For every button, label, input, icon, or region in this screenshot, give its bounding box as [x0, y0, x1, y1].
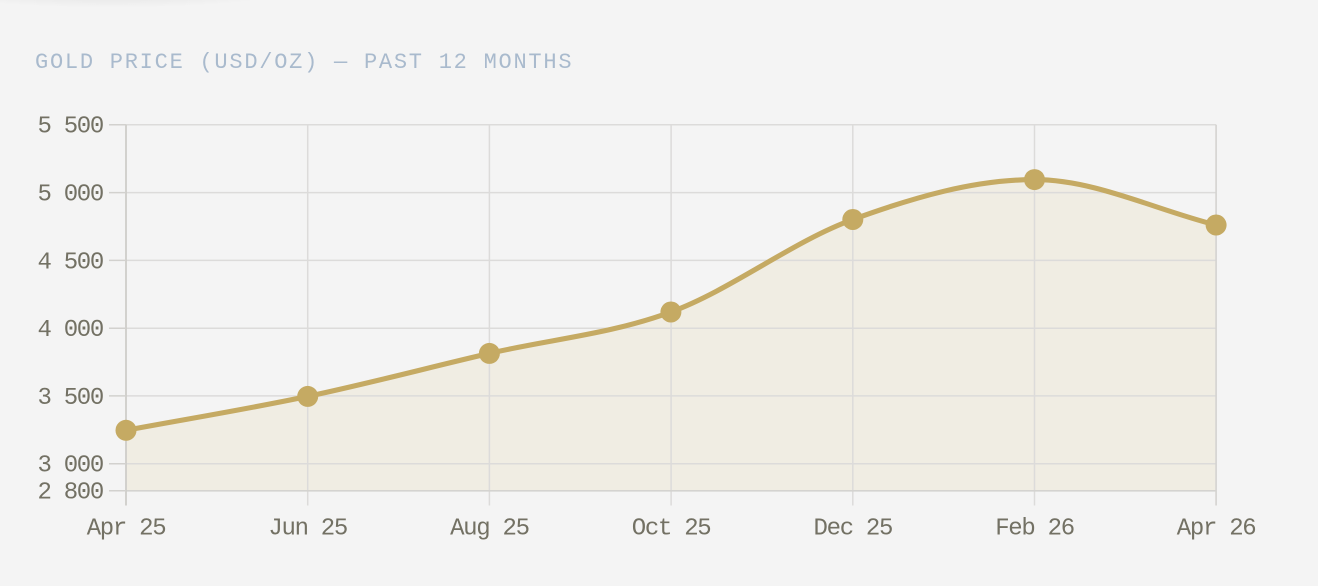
- svg-text:Apr 26: Apr 26: [1177, 516, 1256, 543]
- svg-text:3 500: 3 500: [37, 385, 103, 412]
- svg-text:Apr 25: Apr 25: [87, 516, 166, 543]
- svg-text:4 500: 4 500: [37, 249, 103, 276]
- svg-text:5 500: 5 500: [37, 114, 103, 141]
- svg-text:Feb 26: Feb 26: [995, 516, 1074, 543]
- svg-text:4 000: 4 000: [37, 317, 103, 344]
- svg-text:5 000: 5 000: [37, 182, 103, 209]
- svg-text:Dec 25: Dec 25: [813, 516, 892, 543]
- svg-text:Jun 25: Jun 25: [268, 516, 347, 543]
- svg-text:3 000: 3 000: [37, 453, 103, 480]
- svg-text:2 800: 2 800: [37, 480, 103, 507]
- svg-text:Oct 25: Oct 25: [632, 516, 711, 543]
- svg-text:Aug 25: Aug 25: [450, 516, 529, 543]
